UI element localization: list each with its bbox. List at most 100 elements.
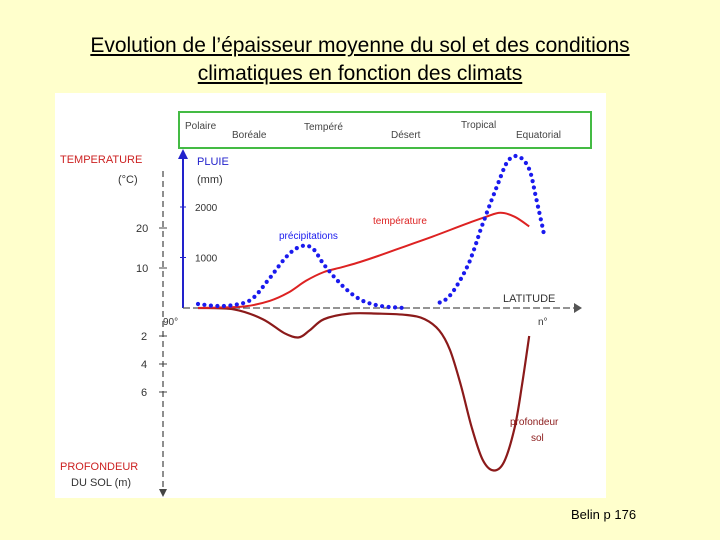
precipitation-point bbox=[335, 279, 341, 284]
depth-tick-label: 4 bbox=[141, 359, 147, 371]
depth-axis-label: PROFONDEUR bbox=[60, 461, 138, 473]
precipitation-point bbox=[345, 288, 350, 293]
precipitation-point bbox=[535, 204, 541, 209]
latitude-axis-label: LATITUDE bbox=[503, 293, 555, 305]
precipitation-point bbox=[331, 274, 336, 279]
precipitation-point bbox=[526, 166, 532, 171]
precipitation-point bbox=[537, 210, 542, 215]
rain-axis-unit: (mm) bbox=[197, 174, 223, 186]
precipitation-point bbox=[272, 269, 277, 274]
soil-depth-annotation: profondeur bbox=[510, 417, 559, 428]
precipitation-point bbox=[319, 259, 324, 264]
chart-figure: Polaire Boréale Tempéré Désert Tropical Equat… bbox=[55, 93, 606, 498]
rain-tick-label: 2000 bbox=[195, 203, 218, 214]
temperature-axis-unit: (°C) bbox=[118, 174, 138, 186]
precipitation-point bbox=[208, 303, 213, 308]
precipitation-point bbox=[361, 299, 366, 304]
precipitation-point bbox=[221, 303, 226, 309]
precipitation-point bbox=[276, 264, 281, 269]
precipitation-point bbox=[252, 294, 257, 299]
temperature-tick-label: 20 bbox=[136, 223, 148, 235]
slide-title-line-1: Evolution de l’épaisseur moyenne du sol … bbox=[90, 34, 630, 57]
precipitation-point bbox=[461, 271, 467, 276]
precipitation-point bbox=[300, 243, 305, 248]
chart-svg: Polaire Boréale Tempéré Désert Tropical Equat… bbox=[60, 111, 592, 497]
temperature-axis-label: TEMPERATURE bbox=[60, 154, 142, 166]
precipitation-point bbox=[393, 305, 398, 310]
source-credit: Belin p 176 bbox=[571, 507, 637, 522]
precipitation-point bbox=[268, 274, 273, 279]
slide-title: Evolution de l’épaisseur moyenne du sol … bbox=[0, 32, 720, 88]
precipitation-point bbox=[340, 283, 345, 288]
precipitation-point bbox=[503, 162, 509, 167]
precipitation-point bbox=[386, 304, 391, 310]
precipitation-point bbox=[474, 241, 479, 246]
precipitation-point bbox=[443, 297, 448, 302]
depth-tick-label: 2 bbox=[141, 331, 147, 343]
precipitation-point bbox=[541, 229, 546, 235]
precipitation-point bbox=[540, 223, 545, 228]
precipitation-point bbox=[478, 228, 483, 233]
precipitation-point bbox=[452, 287, 457, 293]
precipitation-point bbox=[380, 304, 385, 309]
precipitation-point bbox=[482, 216, 487, 221]
climate-zone-label-tropical: Tropical bbox=[461, 120, 496, 131]
precipitation-point bbox=[247, 298, 252, 303]
precipitation-curve-guide bbox=[198, 156, 544, 308]
depth-axis-arrowhead bbox=[159, 489, 167, 497]
precipitation-point bbox=[467, 259, 472, 264]
precipitation-point bbox=[373, 302, 378, 308]
precipitation-point bbox=[476, 234, 481, 240]
depth-axis-unit: DU SOL (m) bbox=[71, 477, 131, 489]
precipitation-point bbox=[464, 265, 469, 270]
precipitation-point bbox=[507, 156, 512, 161]
precipitation-point bbox=[498, 174, 503, 179]
precipitation-point bbox=[316, 253, 321, 258]
climate-zone-label-polaire: Polaire bbox=[185, 121, 217, 132]
slide-title-line-2: climatiques en fonction des climats bbox=[197, 62, 523, 85]
precipitation-point bbox=[472, 247, 477, 252]
precipitation-point bbox=[367, 301, 372, 306]
precipitation-point bbox=[241, 301, 246, 306]
precipitation-point bbox=[260, 284, 265, 290]
soil-depth-curve bbox=[197, 306, 531, 472]
precipitation-point bbox=[519, 156, 524, 161]
precipitation-point bbox=[437, 300, 442, 305]
precipitation-point bbox=[530, 179, 535, 184]
precipitation-point bbox=[496, 180, 501, 185]
rain-tick-label: 1000 bbox=[195, 254, 218, 265]
precipitation-point bbox=[256, 290, 261, 295]
precipitation-point bbox=[523, 160, 528, 166]
precipitation-point bbox=[480, 222, 485, 227]
precipitation-point bbox=[538, 217, 543, 222]
precipitation-point bbox=[264, 279, 269, 284]
climate-zone-label-tempere: Tempéré bbox=[304, 122, 343, 133]
precipitation-point bbox=[195, 301, 201, 307]
precipitation-point bbox=[455, 282, 460, 287]
soil-depth-annotation-2: sol bbox=[531, 433, 544, 444]
rain-axis-arrowhead bbox=[178, 149, 188, 159]
precipitation-point bbox=[280, 259, 285, 264]
precipitation-point bbox=[284, 254, 289, 259]
climate-zone-label-desert: Désert bbox=[391, 130, 421, 141]
climate-zone-label-boreale: Boréale bbox=[232, 130, 267, 141]
precipitation-point bbox=[494, 186, 499, 191]
precipitation-point bbox=[307, 244, 312, 249]
precipitation-point bbox=[448, 293, 453, 298]
precipitation-point bbox=[294, 246, 299, 251]
climate-zones-box bbox=[178, 111, 592, 149]
precipitation-point bbox=[399, 305, 404, 310]
climate-zone-label-equatorial: Equatorial bbox=[516, 130, 561, 141]
precipitation-point bbox=[323, 264, 328, 269]
temperature-tick-label: 10 bbox=[136, 263, 148, 275]
precipitation-point bbox=[531, 185, 536, 190]
precipitation-point bbox=[501, 167, 506, 173]
latitude-axis-arrowhead bbox=[574, 303, 582, 313]
precipitation-point bbox=[469, 253, 474, 258]
depth-tick-label: 6 bbox=[141, 387, 147, 399]
precipitation-point bbox=[312, 248, 317, 253]
precipitation-point bbox=[534, 198, 539, 203]
precipitation-point bbox=[327, 269, 332, 274]
temperature-curve bbox=[197, 211, 530, 309]
latitude-end-label: n° bbox=[538, 317, 548, 328]
